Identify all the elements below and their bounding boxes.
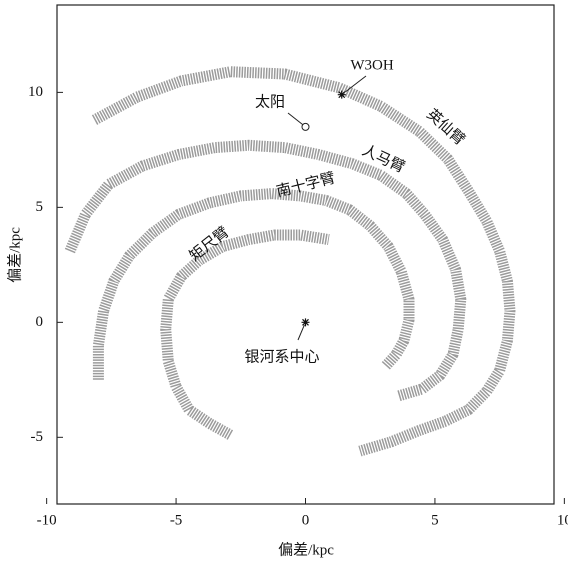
y-axis-label: 偏差/kpc xyxy=(6,227,23,283)
arm-label: 矩尺臂 xyxy=(186,224,232,265)
spiral-arm xyxy=(92,188,415,380)
spiral-arm xyxy=(91,66,516,457)
y-tick-label: -5 xyxy=(31,429,44,445)
x-tick-label: 10 xyxy=(557,512,568,528)
y-tick-label: 5 xyxy=(36,199,44,215)
spiral-arm xyxy=(160,229,330,440)
x-tick-label: -5 xyxy=(170,512,183,528)
y-tick-label: 10 xyxy=(28,84,43,100)
annotation-arrow xyxy=(297,324,305,341)
annotation-arrow xyxy=(345,75,367,93)
x-tick-label: 5 xyxy=(431,512,439,528)
annotation-label: 太阳 xyxy=(255,93,285,110)
star-marker xyxy=(337,90,346,99)
x-tick-label: -10 xyxy=(37,512,57,528)
x-tick-label: 0 xyxy=(302,512,310,528)
x-axis-label: 偏差/kpc xyxy=(278,541,334,558)
annotation-label: 银河系中心 xyxy=(244,348,319,365)
annotation-label: W3OH xyxy=(350,57,393,73)
sun-marker xyxy=(301,122,310,131)
star-marker xyxy=(301,318,310,327)
y-tick-label: 0 xyxy=(36,314,44,330)
annotation-arrow xyxy=(287,112,304,126)
